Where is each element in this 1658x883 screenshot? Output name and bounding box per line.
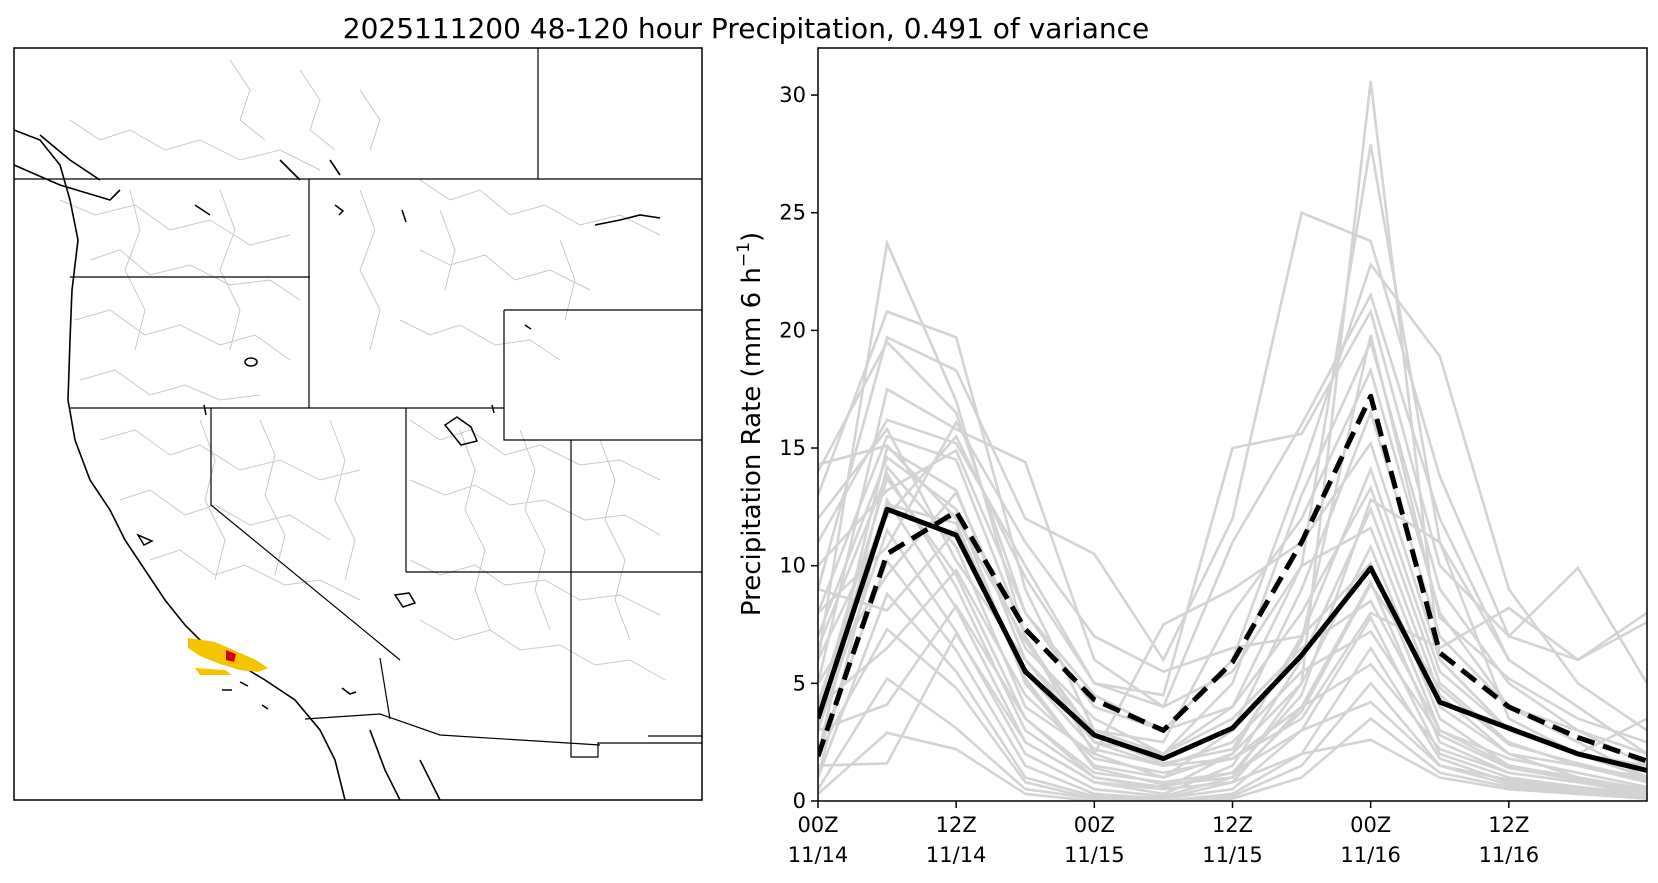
x-tick-label-date: 11/16 xyxy=(1479,843,1540,867)
x-tick-label-date: 11/14 xyxy=(926,843,987,867)
y-tick-label: 20 xyxy=(779,318,806,342)
lakes-islands xyxy=(136,204,532,710)
precip-highlight xyxy=(188,638,268,675)
coastline xyxy=(14,129,661,800)
member-line-19 xyxy=(818,591,1647,800)
member-line-7 xyxy=(818,338,1647,767)
y-tick-label: 5 xyxy=(793,671,806,695)
member-line-14 xyxy=(818,433,1647,784)
x-tick-label-date: 11/15 xyxy=(1202,843,1263,867)
x-tick-label-time: 12Z xyxy=(1212,813,1253,837)
member-line-30 xyxy=(818,502,1647,786)
y-tick-label: 15 xyxy=(779,436,806,460)
x-tick-label-time: 00Z xyxy=(797,813,838,837)
y-tick-label: 0 xyxy=(793,789,806,813)
selected-member-line xyxy=(818,393,1647,764)
figure-title: 2025111200 48-120 hour Precipitation, 0.… xyxy=(343,12,1149,45)
x-tick-label-time: 12Z xyxy=(1488,813,1529,837)
y-tick-label: 10 xyxy=(779,554,806,578)
highlight-peak xyxy=(226,650,236,662)
state-borders xyxy=(14,48,702,758)
map-panel xyxy=(13,47,703,801)
map-background xyxy=(14,48,702,800)
x-axis: 00Z 11/14 12Z 11/14 00Z 11/15 12Z 11/15 00Z 11/16… xyxy=(788,801,1539,867)
ensemble-members xyxy=(818,80,1647,801)
x-tick-label-date: 11/16 xyxy=(1340,843,1401,867)
watershed-boundaries xyxy=(59,59,666,681)
highlight-island xyxy=(195,668,232,675)
chart-panel: 0 5 10 15 20 25 30 00Z 11/14 12Z 11/14 00Z 11/15 12Z… xyxy=(734,47,1648,867)
member-line-26 xyxy=(818,631,1647,798)
member-line-5 xyxy=(818,291,1647,755)
member-line-23 xyxy=(818,676,1647,801)
member-line-18 xyxy=(818,490,1647,791)
member-line-6 xyxy=(818,308,1647,697)
member-line-25 xyxy=(818,716,1647,801)
member-line-16 xyxy=(818,419,1647,789)
x-tick-label-time: 00Z xyxy=(1350,813,1391,837)
x-tick-label-time: 12Z xyxy=(936,813,977,837)
y-axis: 0 5 10 15 20 25 30 xyxy=(779,83,818,813)
member-line-21 xyxy=(818,627,1647,801)
y-tick-label: 30 xyxy=(779,83,806,107)
member-line-12 xyxy=(818,448,1647,779)
x-tick-label-date: 11/15 xyxy=(1064,843,1125,867)
x-tick-label-date: 11/14 xyxy=(788,843,849,867)
y-axis-label: Precipitation Rate (mm 6 h−1) xyxy=(734,232,767,616)
member-line-29 xyxy=(818,334,1647,765)
ensemble-mean-line xyxy=(818,506,1647,773)
member-line-9 xyxy=(818,408,1647,779)
member-line-28 xyxy=(818,471,1647,789)
member-line-27 xyxy=(818,426,1647,768)
map-frame xyxy=(13,47,703,801)
x-tick-label-time: 00Z xyxy=(1074,813,1115,837)
y-tick-label: 25 xyxy=(779,201,806,225)
series-lines xyxy=(818,393,1647,773)
member-line-20 xyxy=(818,528,1647,791)
